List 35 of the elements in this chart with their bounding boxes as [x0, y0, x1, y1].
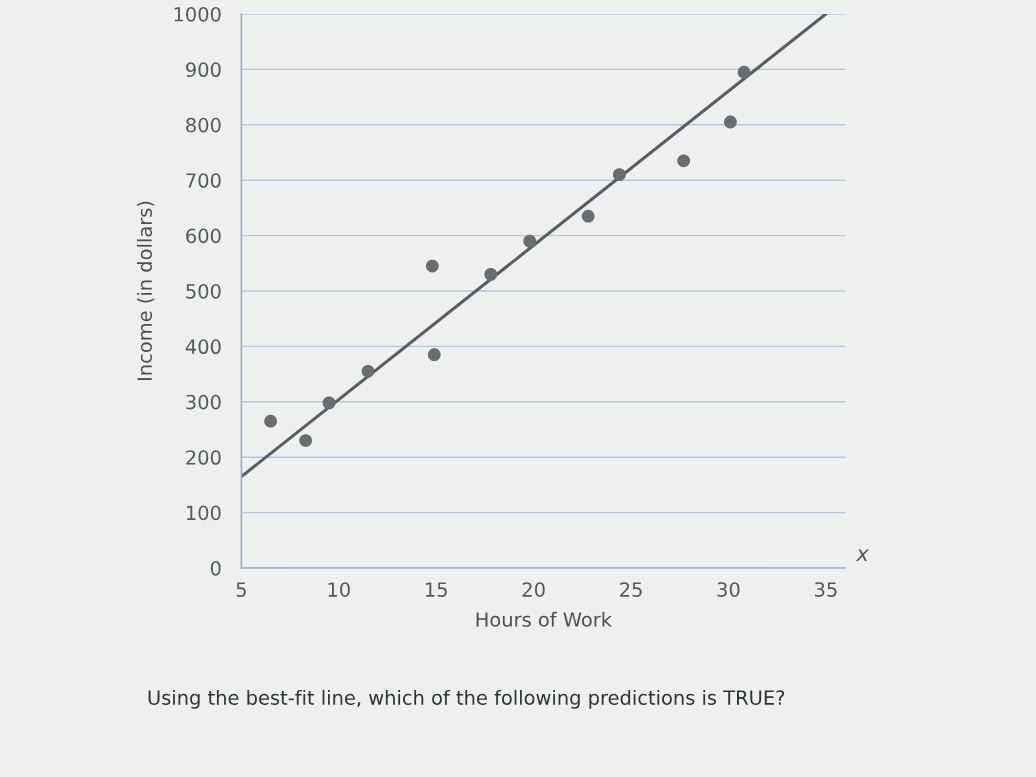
y-tick-label: 100	[186, 505, 221, 521]
x-axis-title: Hours of Work	[476, 611, 612, 627]
x-tick-label: 20	[522, 582, 545, 597]
point	[299, 434, 313, 447]
y-tick-label: 300	[186, 394, 221, 410]
y-tick-label: 1000	[174, 6, 221, 22]
x-tick-label: 15	[425, 582, 447, 597]
text: Using the best-fit line, which of the following predictions is TRUE?	[148, 689, 785, 709]
y-tick-label: 500	[186, 283, 221, 299]
point	[484, 267, 498, 281]
y-tick-label: 700	[186, 173, 221, 188]
x-tick-label: 25	[620, 582, 642, 597]
y-tick-label: 200	[186, 450, 221, 465]
point	[425, 259, 439, 273]
point	[724, 115, 737, 129]
y-axis-title: Income (in dollars)	[136, 201, 155, 381]
x-tick-label: 5	[236, 582, 246, 597]
text: x	[855, 549, 869, 561]
y-tick-label: 0	[210, 560, 221, 576]
point	[361, 364, 375, 378]
y-tick-label: 900	[186, 62, 221, 78]
y-tick-label: 400	[185, 339, 221, 355]
point	[427, 348, 441, 362]
point	[523, 234, 537, 248]
point	[677, 154, 691, 168]
point	[322, 396, 336, 410]
point	[581, 209, 595, 223]
point	[264, 414, 278, 428]
point	[612, 168, 626, 182]
x-tick-label: 10	[328, 582, 350, 597]
point	[737, 65, 751, 79]
x-tick-label: 30	[717, 582, 740, 597]
y-tick-label: 800	[186, 117, 221, 133]
x-tick-label: 35	[815, 582, 837, 597]
y-tick-label: 600	[186, 228, 221, 244]
